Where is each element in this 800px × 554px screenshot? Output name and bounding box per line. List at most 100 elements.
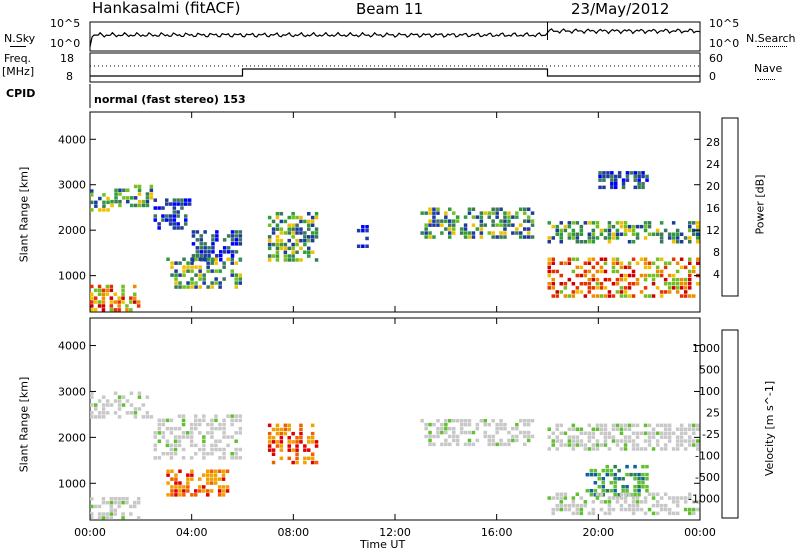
power-echo-cell [692,228,696,233]
velocity-echo-cell [448,434,452,439]
power-echo-cell [530,235,535,239]
velocity-echo-cell [113,411,118,415]
velocity-echo-cell [210,422,214,427]
velocity-echo-cell [170,489,174,493]
velocity-echo-cell [635,435,640,439]
velocity-echo-cell [271,448,276,452]
power-echo-cell [275,246,280,251]
power-echo-cell [170,273,174,277]
power-echo-cell [230,230,235,234]
velocity-echo-cell [190,477,194,481]
power-echo-cell [599,269,604,274]
velocity-echo-cell [607,496,612,500]
velocity-echo-cell [161,431,166,435]
velocity-echo-cell [279,448,284,452]
power-echo-cell [563,261,568,265]
velocity-echo-cell [109,516,114,520]
velocity-echo-cell [559,439,563,443]
power-echo-cell [623,224,628,229]
velocity-echo-cell [621,489,625,493]
velocity-echo-cell [452,434,456,439]
power-echo-cell [659,290,664,294]
velocity-echo-cell [696,447,700,451]
power-echo-cell [448,207,452,211]
velocity-echo-cell [611,427,616,431]
power-echo-cell [230,238,235,242]
power-echo-cell [222,261,226,265]
power-echo-cell [97,292,102,296]
power-echo-cell [610,178,614,182]
velocity-echo-cell [683,496,688,500]
power-echo-cell [623,232,628,236]
velocity-echo-cell [647,492,652,496]
velocity-echo-cell [198,489,202,493]
velocity-echo-cell [671,447,676,451]
velocity-echo-cell [623,435,628,439]
power-echo-cell [101,308,106,312]
power-echo-cell [137,188,142,192]
power-echo-cell [238,230,243,234]
velocity-echo-cell [202,414,206,418]
power-echo-cell [647,265,652,270]
velocity-echo-cell [101,497,106,501]
power-echo-cell [101,300,106,304]
power-echo-cell [452,211,456,215]
velocity-echo-cell [275,423,280,428]
power-echo-cell [287,223,291,227]
power-echo-cell [444,219,448,223]
power-echo-cell [93,296,98,300]
power-echo-cell [97,288,102,293]
power-echo-cell [165,198,169,202]
power-echo-cell [683,294,688,298]
power-echo-cell [667,261,672,265]
velocity-echo-cell [651,435,656,439]
power-echo-cell [271,227,276,231]
velocity-echo-cell [165,426,170,431]
power-echo-cell [607,224,612,229]
velocity-echo-cell [641,481,645,485]
velocity-echo-cell [295,456,299,461]
power-echo-cell [671,257,676,261]
power-echo-cell [267,246,272,251]
power-echo-cell [452,231,456,235]
velocity-echo-cell [181,422,186,427]
velocity-echo-cell [571,500,576,504]
power-echo-cell [101,292,106,296]
velocity-echo-cell [575,435,580,439]
power-echo-cell [141,203,146,208]
velocity-echo-cell [113,399,118,403]
power-echo-cell [182,265,186,269]
velocity-echo-cell [129,504,133,509]
power-echo-cell [645,174,649,179]
power-echo-cell [172,214,177,218]
power-echo-cell [555,224,559,229]
velocity-echo-cell [198,418,202,423]
power-echo-cell [186,269,190,273]
velocity-echo-cell [595,443,600,447]
power-echo-cell [507,219,511,223]
power-echo-cell [101,296,106,300]
velocity-echo-cell [202,447,206,452]
velocity-echo-cell [214,426,218,431]
velocity-echo-cell [169,431,174,435]
velocity-echo-cell [234,431,238,435]
power-echo-cell [199,250,203,254]
velocity-echo-cell [238,456,242,460]
velocity-echo-cell [206,431,210,435]
power-echo-cell [444,215,448,219]
velocity-echo-cell [177,414,182,418]
power-echo-cell [598,185,602,190]
power-echo-cell [663,261,668,265]
power-echo-cell [279,227,284,231]
power-echo-cell [218,285,222,289]
velocity-echo-cell [615,496,620,500]
velocity-echo-cell [428,430,432,435]
power-echo-cell [471,235,476,239]
velocity-echo-cell [113,497,117,501]
power-echo-cell [299,219,303,224]
power-echo-cell [110,199,114,204]
velocity-echo-cell [579,496,584,500]
velocity-echo-cell [526,419,531,423]
power-echo-cell [688,257,692,261]
power-echo-cell [503,223,507,227]
